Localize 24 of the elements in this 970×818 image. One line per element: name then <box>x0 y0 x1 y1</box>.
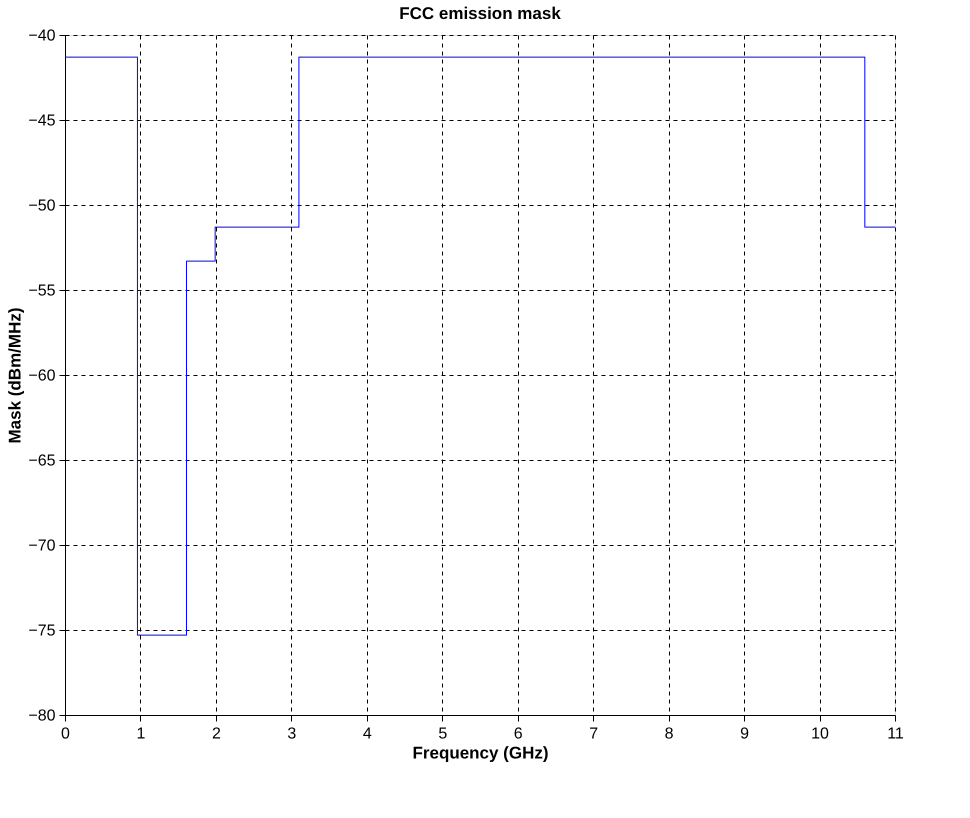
y-tick-label: −70 <box>28 538 56 554</box>
x-tick-label: 7 <box>589 726 598 742</box>
x-tick-label: 3 <box>287 726 296 742</box>
chart-title: FCC emission mask <box>399 4 562 23</box>
x-tick-label: 5 <box>438 726 448 742</box>
x-tick-label: 2 <box>212 726 221 742</box>
y-tick-label: −80 <box>28 708 56 724</box>
x-axis-title: Frequency (GHz) <box>412 744 549 762</box>
y-axis-title: Mask (dBm/MHz) <box>5 307 24 444</box>
x-tick-label: 4 <box>362 726 372 742</box>
y-tick-label: −50 <box>28 198 56 214</box>
x-tick-label: 6 <box>514 726 523 742</box>
y-tick-label: −45 <box>28 112 56 130</box>
x-tick-label: 9 <box>740 726 750 742</box>
x-tick-label: 10 <box>811 726 830 742</box>
y-tick-label: −40 <box>28 28 56 44</box>
y-tick-label: −75 <box>28 622 56 640</box>
x-tick-label: 11 <box>887 726 904 742</box>
x-tick-label: 8 <box>664 726 674 742</box>
x-tick-label: 0 <box>61 726 70 742</box>
y-tick-label: −60 <box>28 368 56 384</box>
y-tick-label: −65 <box>28 452 56 470</box>
y-tick-label: −55 <box>28 282 56 300</box>
x-tick-label: 1 <box>136 726 146 742</box>
